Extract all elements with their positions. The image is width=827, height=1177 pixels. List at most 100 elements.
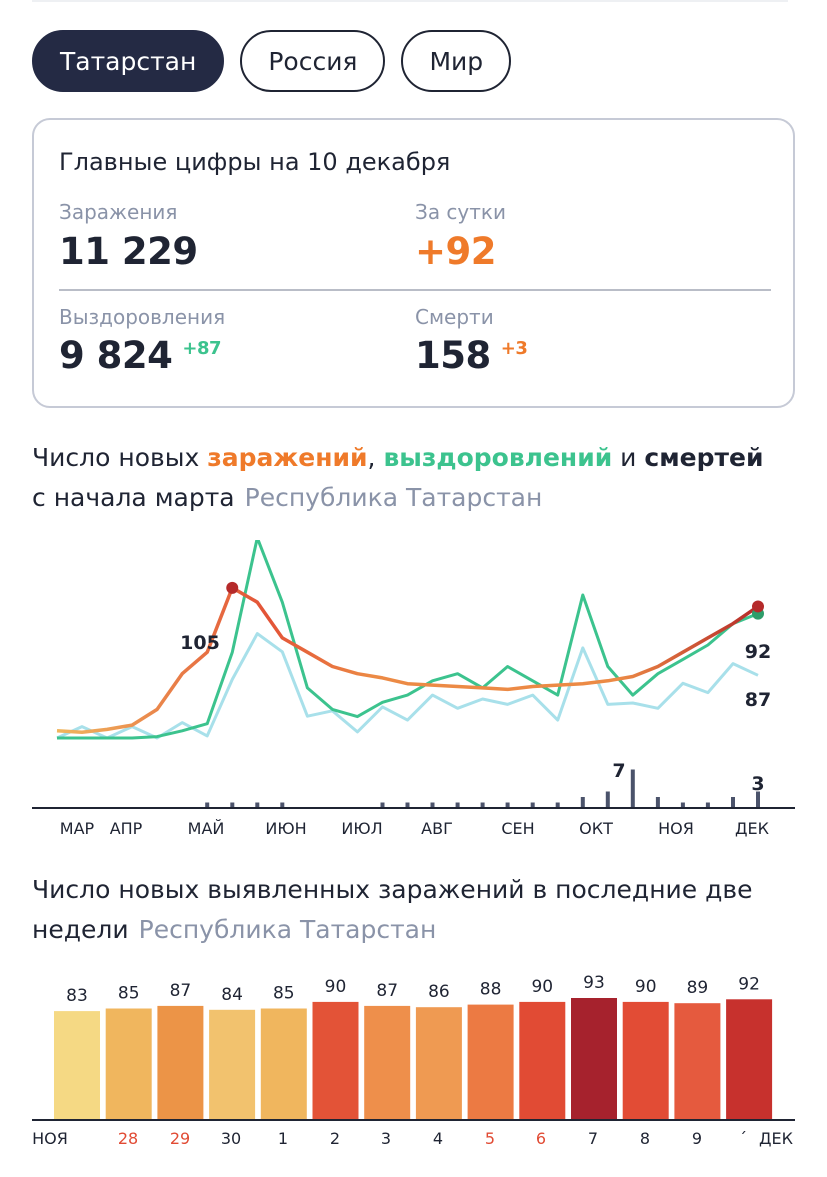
- deaths-bar: [630, 769, 635, 808]
- chart2-heading: Число новых выявленных заражений в после…: [32, 870, 753, 950]
- bar: [467, 1004, 514, 1120]
- heading1-infections: заражений: [207, 443, 368, 472]
- heading1-recoveries: выздоровлений: [383, 443, 613, 472]
- deaths-bar: [405, 802, 410, 808]
- infections-label: Заражения: [59, 200, 178, 224]
- deaths-bar: [530, 802, 535, 808]
- x-tick-label: ДЕК: [735, 819, 770, 838]
- last-deaths-label: 3: [751, 773, 764, 795]
- bar-value-label: 88: [480, 980, 502, 1000]
- infections-value: 11 229: [59, 230, 198, 273]
- x-tick-label: СЕН: [501, 819, 534, 838]
- top-divider: [32, 0, 788, 2]
- x-label: 28: [118, 1129, 138, 1148]
- chart1-heading: Число новых заражений, выздоровлений и с…: [32, 438, 763, 518]
- deaths-bar: [655, 797, 660, 808]
- deaths-bar: [205, 802, 210, 808]
- heading1-region: Республика Татарстан: [244, 483, 543, 512]
- x-label: 8: [640, 1129, 650, 1148]
- deaths-bar: [230, 802, 235, 808]
- deaths-block: 158 +3: [415, 334, 528, 377]
- tab-tatarstan[interactable]: Татарстан: [32, 30, 225, 92]
- chart1-x-axis: МАР АПР МАЙ ИЮН ИЮЛ АВГ СЕН ОКТ НОЯ ДЕК: [60, 819, 770, 838]
- bar-value-label: 86: [428, 982, 450, 1002]
- bar-value-label: 87: [376, 981, 398, 1001]
- x-tick-label: ИЮН: [265, 819, 306, 838]
- recoveries-label: Выздоровления: [59, 305, 226, 329]
- x-label: НОЯ: [32, 1129, 68, 1148]
- daily-label: За сутки: [415, 200, 506, 224]
- x-tick-label: АВГ: [421, 819, 453, 838]
- heading1-prefix: Число новых: [32, 443, 208, 472]
- heading2-region: Республика Татарстан: [138, 915, 437, 944]
- x-label: 29: [170, 1129, 190, 1148]
- deaths-bars: [205, 769, 760, 808]
- deaths-bar: [480, 802, 485, 808]
- daily-value: +92: [415, 230, 497, 273]
- tab-world[interactable]: Мир: [401, 30, 512, 92]
- bar-value-label: 83: [66, 986, 88, 1006]
- deaths-label: Смерти: [415, 305, 494, 329]
- deaths-bar: [280, 802, 285, 808]
- bar-value-label: 85: [118, 984, 140, 1004]
- recoveries-value: 9 824: [59, 334, 173, 377]
- heading1-deaths: смертей: [644, 443, 764, 472]
- tab-russia[interactable]: Россия: [240, 30, 386, 92]
- bar: [54, 1011, 100, 1120]
- x-label: 2: [330, 1129, 340, 1148]
- chart2-x-axis: НОЯ 28 29 30 1 2 3 4 5 6 7 8 9 ´ ДЕК: [32, 1129, 794, 1148]
- x-tick-label: МАЙ: [188, 819, 225, 838]
- summary-title: Главные цифры на 10 декабря: [59, 148, 451, 176]
- x-tick-label: ИЮЛ: [341, 819, 382, 838]
- recoveries-block: 9 824 +87: [59, 334, 222, 377]
- bar-value-label: 85: [273, 984, 295, 1004]
- deaths-bar: [380, 802, 385, 808]
- bar: [622, 1001, 669, 1120]
- heading1-comma: ,: [367, 443, 384, 472]
- heading2-line1: Число новых выявленных заражений в после…: [32, 875, 753, 904]
- recoveries-line: [57, 540, 759, 740]
- bar: [209, 1009, 256, 1120]
- bar: [726, 999, 773, 1120]
- bar-value-label: 87: [170, 981, 192, 1001]
- deaths-bar: [705, 802, 710, 808]
- deaths-bar: [605, 791, 610, 808]
- recoveries-delta: +87: [182, 338, 222, 359]
- x-label: ДЕК: [759, 1129, 794, 1148]
- bar-value-label: 92: [738, 974, 760, 994]
- summary-card: Главные цифры на 10 декабря Заражения 11…: [32, 118, 795, 408]
- bar: [364, 1005, 411, 1120]
- deaths-bar: [505, 802, 510, 808]
- bar-value-label: 90: [531, 977, 553, 997]
- last-recoveries-label: 87: [745, 689, 771, 711]
- bar-value-label: 89: [687, 978, 709, 998]
- deaths-value: 158: [415, 334, 491, 377]
- deaths-bar: [555, 802, 560, 808]
- x-label: 3: [381, 1129, 391, 1148]
- deaths-bar: [580, 797, 585, 808]
- deaths-bar: [680, 802, 685, 808]
- deaths-bar: [255, 802, 260, 808]
- region-tabs: Татарстан Россия Мир: [32, 30, 512, 92]
- bar: [415, 1007, 462, 1120]
- x-label: 7: [588, 1129, 598, 1148]
- x-label: 1: [278, 1129, 288, 1148]
- x-tick-label: НОЯ: [658, 819, 694, 838]
- bars: 83 85 87 84 85 90 87 86 88 90 93 90 89 92: [54, 973, 773, 1120]
- daily-dynamics-chart: 105 92 87 7 3 МАР АПР МАЙ ИЮН ИЮЛ АВГ СЕН ОКТ НО…: [32, 540, 795, 838]
- two-week-bar-chart: 83 85 87 84 85 90 87 86 88 90 93 90 89 92 НОЯ 28 29 30 1 2…: [32, 973, 795, 1148]
- peak-infections-label: 105: [180, 632, 220, 654]
- peak-deaths-label: 7: [612, 760, 625, 782]
- x-label: 6: [536, 1129, 546, 1148]
- deaths-bar: [430, 802, 435, 808]
- bar-value-label: 84: [221, 985, 243, 1005]
- bar: [571, 998, 617, 1120]
- x-label: 30: [221, 1129, 241, 1148]
- bar-value-label: 90: [635, 977, 657, 997]
- bar: [105, 1008, 152, 1120]
- x-label: ´: [739, 1129, 747, 1148]
- summary-divider: [59, 289, 771, 291]
- deaths-bar: [756, 791, 760, 808]
- x-label: 9: [692, 1129, 702, 1148]
- bar-value-label: 90: [325, 977, 347, 997]
